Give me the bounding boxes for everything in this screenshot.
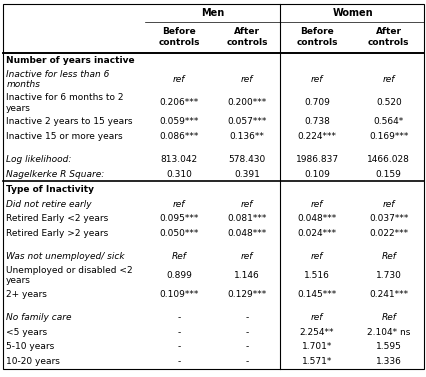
Text: 0.109: 0.109 xyxy=(304,170,330,179)
Text: -: - xyxy=(245,342,249,351)
Text: ref: ref xyxy=(241,75,253,84)
Text: Women: Women xyxy=(332,8,373,18)
Text: ref: ref xyxy=(173,75,185,84)
Text: 0.310: 0.310 xyxy=(166,170,192,179)
Text: 0.136**: 0.136** xyxy=(230,132,265,141)
Text: -: - xyxy=(245,328,249,337)
Text: 0.145***: 0.145*** xyxy=(297,290,337,299)
Text: Type of Inactivity: Type of Inactivity xyxy=(6,185,94,194)
Text: 0.022***: 0.022*** xyxy=(369,229,409,238)
Text: 2.254**: 2.254** xyxy=(300,328,334,337)
Text: 0.095***: 0.095*** xyxy=(159,215,199,223)
Text: -: - xyxy=(177,357,181,366)
Text: Before
controls: Before controls xyxy=(296,28,338,47)
Text: Number of years inactive: Number of years inactive xyxy=(6,56,135,65)
Text: After
controls: After controls xyxy=(226,28,268,47)
Text: 2+ years: 2+ years xyxy=(6,290,47,299)
Text: 10-20 years: 10-20 years xyxy=(6,357,60,366)
Text: No family care: No family care xyxy=(6,313,72,322)
Text: 0.709: 0.709 xyxy=(304,98,330,107)
Text: Inactive 15 or more years: Inactive 15 or more years xyxy=(6,132,123,141)
Text: 0.520: 0.520 xyxy=(376,98,402,107)
Text: Ref: Ref xyxy=(172,252,187,261)
Text: -: - xyxy=(177,342,181,351)
Text: 0.899: 0.899 xyxy=(166,271,192,280)
Text: ref: ref xyxy=(383,200,395,209)
Text: 0.048***: 0.048*** xyxy=(227,229,267,238)
Text: Inactive for 6 months to 2
years: Inactive for 6 months to 2 years xyxy=(6,93,124,112)
Text: 1.730: 1.730 xyxy=(376,271,402,280)
Text: 0.086***: 0.086*** xyxy=(159,132,199,141)
Text: -: - xyxy=(177,313,181,322)
Text: 0.241***: 0.241*** xyxy=(369,290,409,299)
Text: ref: ref xyxy=(241,252,253,261)
Text: 813.042: 813.042 xyxy=(161,155,198,164)
Text: 578.430: 578.430 xyxy=(228,155,265,164)
Text: 1.516: 1.516 xyxy=(304,271,330,280)
Text: Was not unemployed/ sick: Was not unemployed/ sick xyxy=(6,252,125,261)
Text: 0.059***: 0.059*** xyxy=(159,117,199,126)
Text: 0.129***: 0.129*** xyxy=(227,290,267,299)
Text: ref: ref xyxy=(383,75,395,84)
Text: -: - xyxy=(177,328,181,337)
Text: 1466.028: 1466.028 xyxy=(367,155,410,164)
Text: Retired Early <2 years: Retired Early <2 years xyxy=(6,215,109,223)
Text: 0.169***: 0.169*** xyxy=(369,132,409,141)
Text: 1.571*: 1.571* xyxy=(302,357,332,366)
Text: 1.595: 1.595 xyxy=(376,342,402,351)
Text: <5 years: <5 years xyxy=(6,328,47,337)
Text: 0.048***: 0.048*** xyxy=(297,215,337,223)
Text: ref: ref xyxy=(311,200,323,209)
Text: Log likelihood:: Log likelihood: xyxy=(6,155,72,164)
Text: Before
controls: Before controls xyxy=(158,28,200,47)
Text: Ref: Ref xyxy=(381,252,396,261)
Text: 0.037***: 0.037*** xyxy=(369,215,409,223)
Text: Did not retire early: Did not retire early xyxy=(6,200,92,209)
Text: ref: ref xyxy=(241,200,253,209)
Text: Ref: Ref xyxy=(381,313,396,322)
Text: 1.336: 1.336 xyxy=(376,357,402,366)
Text: 0.057***: 0.057*** xyxy=(227,117,267,126)
Text: 0.024***: 0.024*** xyxy=(297,229,337,238)
Text: ref: ref xyxy=(311,75,323,84)
Text: 1.146: 1.146 xyxy=(234,271,260,280)
Text: After
controls: After controls xyxy=(368,28,409,47)
Text: 0.109***: 0.109*** xyxy=(159,290,199,299)
Text: ref: ref xyxy=(311,313,323,322)
Text: Men: Men xyxy=(201,8,225,18)
Text: 0.738: 0.738 xyxy=(304,117,330,126)
Text: 0.081***: 0.081*** xyxy=(227,215,267,223)
Text: 0.564*: 0.564* xyxy=(374,117,404,126)
Text: 0.200***: 0.200*** xyxy=(227,98,267,107)
Text: Retired Early >2 years: Retired Early >2 years xyxy=(6,229,109,238)
Text: Unemployed or disabled <2
years: Unemployed or disabled <2 years xyxy=(6,266,133,285)
Text: 0.391: 0.391 xyxy=(234,170,260,179)
Text: ref: ref xyxy=(173,200,185,209)
Text: 0.206***: 0.206*** xyxy=(159,98,199,107)
Text: Inactive 2 years to 15 years: Inactive 2 years to 15 years xyxy=(6,117,133,126)
Text: 0.050***: 0.050*** xyxy=(159,229,199,238)
Text: -: - xyxy=(245,313,249,322)
Text: 2.104* ns: 2.104* ns xyxy=(367,328,411,337)
Text: 1.701*: 1.701* xyxy=(302,342,332,351)
Text: Inactive for less than 6
months: Inactive for less than 6 months xyxy=(6,70,109,89)
Text: 5-10 years: 5-10 years xyxy=(6,342,55,351)
Text: 0.224***: 0.224*** xyxy=(297,132,337,141)
Text: ref: ref xyxy=(311,252,323,261)
Text: -: - xyxy=(245,357,249,366)
Text: 0.159: 0.159 xyxy=(376,170,402,179)
Text: 1986.837: 1986.837 xyxy=(296,155,339,164)
Text: Nagelkerke R Square:: Nagelkerke R Square: xyxy=(6,170,104,179)
